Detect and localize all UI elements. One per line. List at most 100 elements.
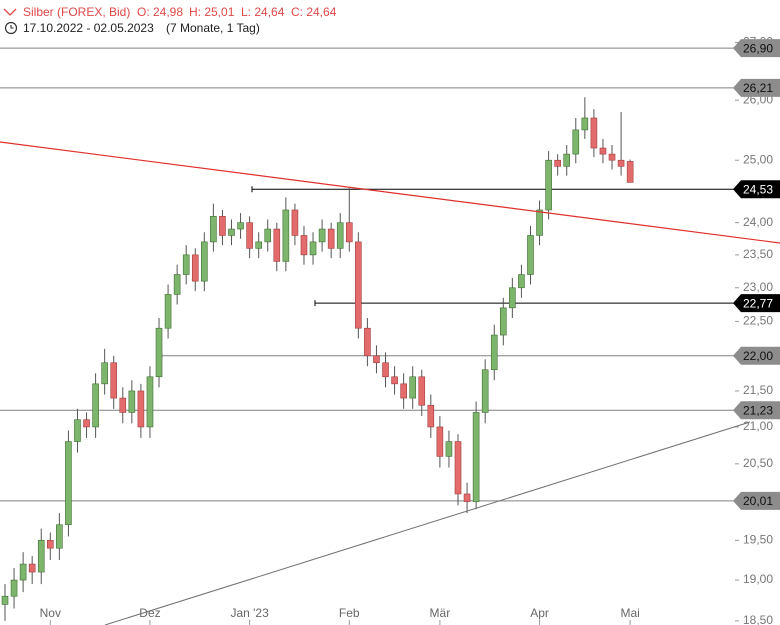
x-tick-label: Mai [620, 606, 639, 620]
candle-body [454, 441, 462, 495]
candle-body [37, 540, 45, 573]
candle-body [599, 147, 607, 155]
candle-body [364, 327, 371, 357]
level-tag [733, 39, 780, 58]
candle-body [237, 222, 244, 230]
level-tag [733, 294, 780, 313]
ohlc-high: H: 25,01 [189, 5, 235, 19]
candle-body [300, 235, 308, 256]
candle-body [10, 579, 18, 597]
candle-body [327, 228, 335, 249]
candle-body [409, 376, 417, 399]
y-tick-label: 21,00 [743, 419, 773, 433]
candle-body [309, 241, 317, 256]
candle-body [418, 376, 426, 406]
level-label: 24,53 [743, 182, 773, 196]
date-range: 17.10.2022 - 02.05.2023 [23, 21, 154, 35]
candle-body [246, 222, 253, 249]
candle-body [92, 383, 99, 428]
y-tick-label: 19,00 [743, 572, 773, 586]
candle-body [19, 563, 27, 581]
collapse-icon[interactable] [3, 8, 17, 16]
y-tick-label: 19,50 [743, 532, 773, 546]
candle-body [46, 540, 54, 549]
candle-body [572, 129, 580, 155]
level-tag [733, 180, 780, 199]
ohlc-low: L: 24,64 [241, 5, 285, 19]
clock-icon [4, 21, 18, 35]
x-tick-label: Feb [339, 606, 360, 620]
clock-hands [10, 25, 14, 29]
candle-body [146, 376, 154, 428]
y-tick-label: 18,50 [743, 613, 773, 625]
candle-body [581, 117, 589, 131]
candle-body [173, 274, 181, 295]
candle-body [255, 241, 262, 249]
candle-body [373, 355, 380, 364]
header-bg [0, 0, 420, 40]
candle-body [28, 563, 36, 573]
candle-body [210, 215, 217, 243]
y-tick-label: 21,50 [743, 383, 773, 397]
trend-line [104, 421, 751, 625]
candle-body [282, 209, 290, 262]
plot: 18,5019,0019,5020,0020,5021,0021,5022,00… [0, 35, 780, 625]
y-tick-label: 23,50 [743, 247, 773, 261]
candle-body [228, 228, 235, 236]
y-tick-label: 20,50 [743, 456, 773, 470]
candle-body [164, 294, 172, 329]
instrument: Silber (FOREX, Bid) [23, 5, 130, 19]
level-label: 21,23 [743, 403, 773, 417]
level-tag [733, 78, 780, 97]
candle-body [481, 369, 489, 413]
candle-body [83, 419, 90, 428]
candle-body [527, 235, 534, 275]
candle-body [499, 307, 507, 336]
candle-body [219, 215, 226, 236]
candle-body [626, 161, 634, 183]
candle-body [472, 412, 480, 502]
level-tag [733, 401, 780, 420]
date-span: (7 Monate, 1 Tag) [166, 21, 260, 35]
candle-body [291, 209, 299, 236]
trend-line [0, 141, 780, 244]
candle-body [427, 404, 435, 428]
candle-body [201, 241, 208, 282]
overlay: 26,90 26,21 24,53 22,77 22,00 21,23 20,01 [733, 39, 780, 510]
candle-body [155, 327, 163, 378]
candle-body [318, 228, 326, 243]
candle-body [391, 376, 398, 385]
candle-body [518, 274, 525, 289]
candle-body [545, 159, 552, 211]
x-tick-label: Mär [430, 606, 451, 620]
candle-body [1, 595, 9, 605]
candle-body [509, 287, 516, 309]
level-label: 22,00 [743, 349, 773, 363]
level-label: 26,21 [743, 81, 773, 95]
ohlc-close: C: 24,64 [291, 5, 337, 19]
candle-body [128, 390, 136, 413]
candle-body [56, 524, 63, 549]
level-label: 20,01 [743, 494, 773, 508]
candle-body [119, 397, 127, 413]
level-label: 22,77 [743, 296, 773, 310]
candle-body [400, 383, 407, 399]
level-label: 26,90 [743, 41, 773, 55]
candle-body [554, 159, 561, 167]
candle-body [182, 254, 190, 275]
candle-body [490, 334, 498, 371]
x-tick-label: Jan '23 [230, 606, 269, 620]
candle-body [563, 153, 571, 167]
y-tick-label: 24,00 [743, 215, 773, 229]
candle-body [191, 254, 199, 282]
candle-body [590, 117, 598, 149]
candle-body [355, 241, 362, 329]
candle-body [336, 222, 344, 249]
level-tag [733, 491, 780, 510]
candle-body [436, 426, 444, 457]
candle-body [382, 362, 389, 378]
candle-body [74, 419, 81, 442]
x-tick-label: Apr [530, 606, 549, 620]
